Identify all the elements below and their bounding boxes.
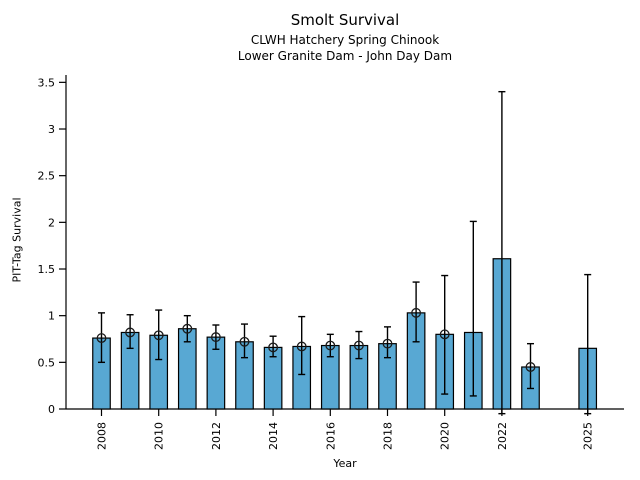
y-tick-label: 2 <box>48 216 55 229</box>
x-axis-label: Year <box>333 457 357 470</box>
marker-2019 <box>411 307 422 318</box>
marker-2010 <box>153 330 164 341</box>
x-tick-label: 2020 <box>439 422 452 450</box>
chart-title: Smolt Survival <box>290 11 400 29</box>
y-tick-label: 0.5 <box>38 356 56 369</box>
chart-subtitle-line1: CLWH Hatchery Spring Chinook <box>250 33 440 47</box>
x-tick-label: 2014 <box>267 422 280 450</box>
marker-2014 <box>268 342 279 353</box>
marker-2011 <box>182 323 193 334</box>
x-tick-label: 2025 <box>582 422 595 450</box>
marker-2023 <box>525 362 536 372</box>
y-tick-label: 3.5 <box>38 76 56 89</box>
x-tick-label: 2022 <box>496 422 509 450</box>
marker-2008 <box>96 333 107 344</box>
y-tick-label: 2.5 <box>38 170 56 183</box>
marker-2020 <box>439 329 450 340</box>
marker-2013 <box>239 336 250 347</box>
marker-2015 <box>296 341 307 352</box>
x-tick-label: 2018 <box>382 422 395 450</box>
x-tick-label: 2008 <box>96 422 109 450</box>
x-tick-label: 2016 <box>324 422 337 450</box>
x-tick-label: 2012 <box>210 422 223 450</box>
marker-2018 <box>382 338 393 349</box>
chart-subtitle-line2: Lower Granite Dam - John Day Dam <box>237 49 453 63</box>
y-tick-label: 0 <box>48 403 55 416</box>
marker-2016 <box>325 340 336 351</box>
y-axis-label: PIT-Tag Survival <box>10 197 24 283</box>
x-tick-label: 2010 <box>153 422 166 450</box>
y-tick-label: 3 <box>48 123 55 136</box>
y-tick-label: 1 <box>48 310 55 323</box>
marker-2009 <box>125 327 136 338</box>
y-tick-label: 1.5 <box>38 263 56 276</box>
marker-2012 <box>210 332 221 343</box>
marker-2017 <box>353 340 364 351</box>
